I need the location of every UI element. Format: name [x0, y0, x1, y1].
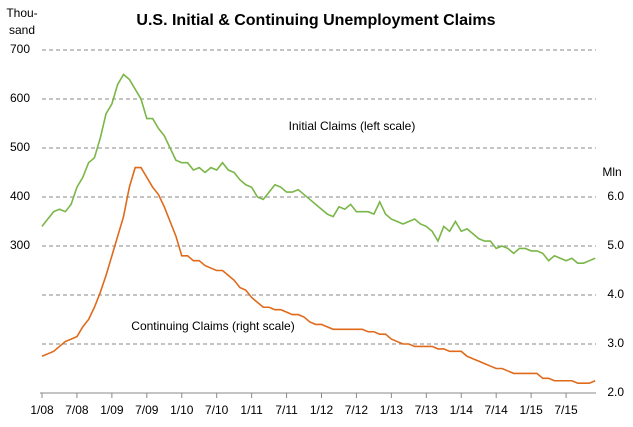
x-tick-label: 1/08: [30, 403, 54, 417]
x-tick-label: 1/14: [450, 403, 474, 417]
y-axis-label: Thou-: [6, 6, 37, 20]
x-tick-label: 7/11: [275, 403, 298, 417]
x-tick-label: 7/08: [65, 403, 89, 417]
y2-tick-label: 4.0: [607, 287, 624, 301]
x-tick-label: 7/12: [345, 403, 369, 417]
y2-axis-label: Mln: [602, 165, 621, 179]
x-tick-label: 1/13: [380, 403, 404, 417]
x-tick-label: 7/14: [485, 403, 509, 417]
x-tick-label: 1/12: [310, 403, 334, 417]
x-tick-label: 7/13: [415, 403, 439, 417]
x-tick-label: 1/11: [240, 403, 263, 417]
line-series: [41, 73, 596, 264]
y2-tick-label: 6.0: [607, 189, 624, 203]
chart-title: U.S. Initial & Continuing Unemployment C…: [136, 12, 495, 29]
y2-tick-label: 2.0: [607, 385, 624, 399]
x-tick-label: 1/09: [100, 403, 124, 417]
y2-tick-label: 3.0: [607, 336, 624, 350]
y-tick-label: 500: [10, 140, 30, 154]
x-tick-label: 7/09: [135, 403, 159, 417]
y-tick-label: 400: [10, 189, 30, 203]
series-annotation: Continuing Claims (right scale): [131, 319, 294, 333]
y-tick-label: 300: [10, 238, 30, 252]
series-annotation: Initial Claims (left scale): [289, 119, 416, 133]
y-tick-label: 700: [10, 42, 30, 56]
y-axis-label: sand: [9, 23, 35, 37]
line-series: [41, 166, 596, 384]
x-tick-label: 1/15: [519, 403, 543, 417]
x-tick-label: 7/10: [205, 403, 229, 417]
x-tick-label: 1/10: [170, 403, 194, 417]
y2-tick-label: 5.0: [607, 238, 624, 252]
y-tick-label: 600: [10, 91, 30, 105]
x-tick-label: 7/15: [554, 403, 578, 417]
